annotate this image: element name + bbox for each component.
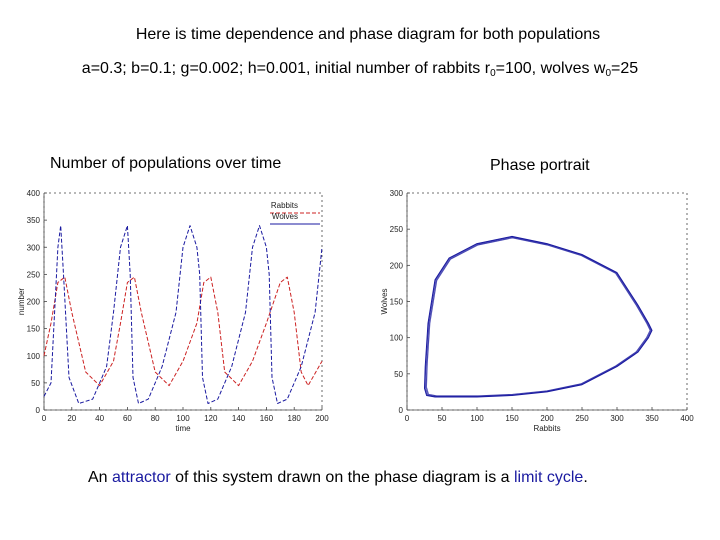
time-x-axis-label: time — [175, 424, 191, 433]
footer-post: . — [583, 469, 588, 486]
phase-x-tick-label: 400 — [680, 414, 694, 423]
time-legend: Rabbits Wolves — [270, 201, 320, 225]
phase-y-tick-label: 200 — [390, 261, 404, 270]
header-line-2: a=0.3; b=0.1; g=0.002; h=0.001, initial … — [0, 60, 720, 79]
footer-text: An attractor of this system drawn on the… — [88, 469, 588, 487]
phase-x-tick-label: 350 — [645, 414, 659, 423]
time-x-tick-label: 100 — [176, 414, 190, 423]
legend-label-wolves: Wolves — [272, 212, 298, 221]
params-text: a=0.3; b=0.1; g=0.002; h=0.001, initial … — [81, 60, 491, 77]
phase-x-axis-label: Rabbits — [533, 424, 560, 433]
time-chart: 0 20 40 60 80 100 120 140 160 180 200 0 50 100 150 200 2… — [17, 189, 329, 433]
time-plot-frame — [43, 192, 323, 411]
phase-chart: 0 50 100 150 200 250 300 350 400 0 50 100 150 200 250 3… — [380, 189, 694, 433]
time-y-tick-label: 350 — [27, 216, 41, 225]
time-y-tick-label: 250 — [27, 270, 41, 279]
legend-label-rabbits: Rabbits — [271, 201, 298, 210]
time-plot-caption: Number of populations over time — [50, 155, 282, 172]
phase-y-tick-label: 0 — [399, 406, 404, 415]
time-y-tick-label: 400 — [27, 189, 41, 198]
phase-x-tick-label: 50 — [438, 414, 447, 423]
time-x-tick-label: 180 — [288, 414, 302, 423]
phase-plot-caption: Phase portrait — [490, 157, 590, 174]
phase-series-trajectory-loop — [426, 237, 651, 397]
time-y-tick-label: 100 — [27, 352, 41, 361]
rabbits-initial-value: =100, wolves w — [495, 60, 606, 77]
phase-y-axis-label: Wolves — [380, 288, 389, 314]
phase-x-tick-label: 200 — [540, 414, 554, 423]
wolves-initial-value: =25 — [611, 60, 639, 77]
time-x-tick-label: 200 — [315, 414, 329, 423]
time-x-tick-label: 20 — [67, 414, 76, 423]
phase-y-tick-label: 100 — [390, 334, 404, 343]
header-line-1: Here is time dependence and phase diagra… — [135, 26, 601, 43]
time-y-axis-label: number — [17, 288, 26, 315]
time-y-tick-label: 300 — [27, 243, 41, 252]
time-y-tick-label: 0 — [36, 406, 41, 415]
phase-x-tick-label: 300 — [610, 414, 624, 423]
phase-y-tick-label: 50 — [394, 370, 403, 379]
time-y-tick-label: 200 — [27, 298, 41, 307]
time-x-tick-label: 60 — [123, 414, 132, 423]
r0-subscript: 0 — [490, 68, 496, 79]
time-x-tick-label: 80 — [151, 414, 160, 423]
time-series-wolves — [43, 225, 323, 404]
phase-series-trajectory-loop — [424, 236, 652, 397]
limit-cycle-link[interactable]: limit cycle — [513, 469, 584, 486]
footer-pre: An — [88, 469, 113, 486]
attractor-link[interactable]: attractor — [112, 469, 171, 486]
footer-mid: of this system drawn on the phase diagra… — [170, 469, 514, 486]
time-y-tick-label: 150 — [27, 325, 41, 334]
time-x-tick-label: 140 — [232, 414, 246, 423]
phase-series-trajectory-loop — [425, 237, 652, 397]
time-x-tick-label: 120 — [204, 414, 218, 423]
phase-x-tick-label: 150 — [505, 414, 519, 423]
time-series-rabbits — [43, 276, 323, 387]
time-x-tick-label: 40 — [95, 414, 104, 423]
phase-series-trajectory — [424, 235, 653, 398]
phase-x-tick-label: 0 — [405, 414, 410, 423]
phase-y-tick-label: 300 — [390, 189, 404, 198]
phase-y-tick-label: 150 — [390, 298, 404, 307]
phase-x-tick-label: 100 — [470, 414, 484, 423]
time-x-tick-label: 160 — [260, 414, 274, 423]
time-x-tick-label: 0 — [42, 414, 47, 423]
time-y-tick-label: 50 — [31, 379, 40, 388]
phase-plot-frame — [406, 192, 688, 411]
phase-x-tick-label: 250 — [575, 414, 589, 423]
phase-y-tick-label: 250 — [390, 225, 404, 234]
w0-subscript: 0 — [605, 68, 612, 79]
